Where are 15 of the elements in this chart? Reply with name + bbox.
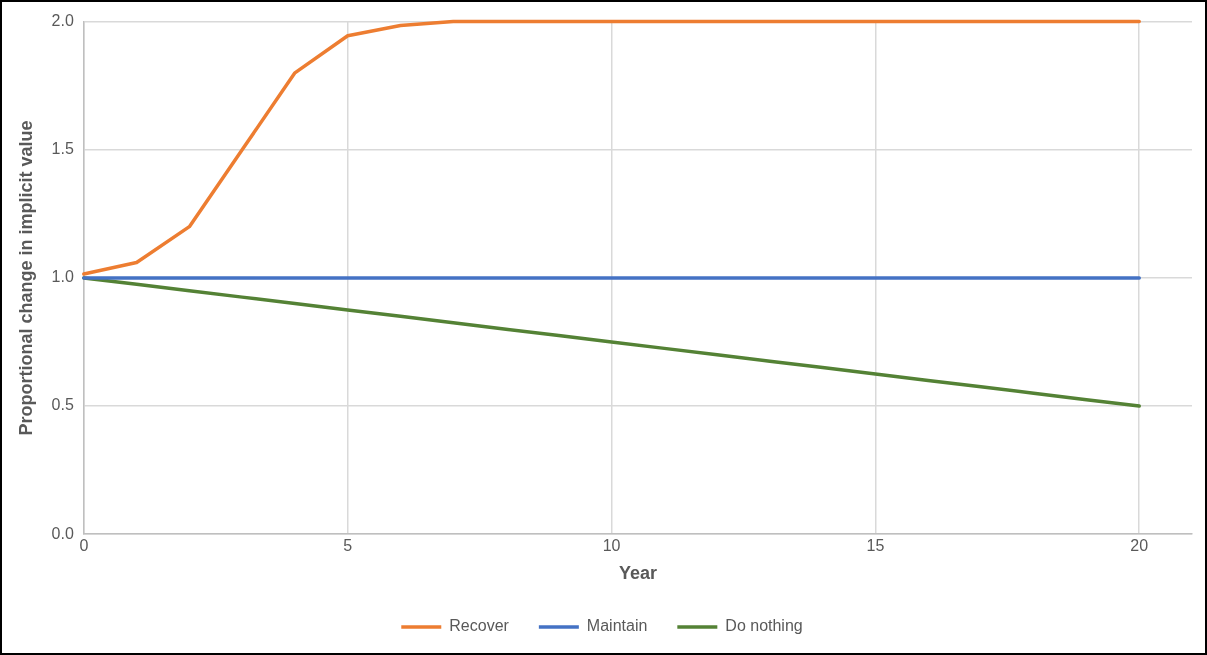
legend-label: Recover (449, 617, 510, 635)
x-tick-label: 5 (343, 537, 353, 555)
y-tick-label: 1.5 (51, 140, 74, 158)
x-tick-label: 10 (602, 537, 621, 555)
y-tick-label: 0.5 (51, 396, 74, 414)
y-tick-label: 1.0 (51, 268, 74, 286)
legend-label: Do nothing (725, 617, 803, 635)
y-tick-label: 2.0 (51, 12, 74, 30)
y-axis-title: Proportional change in implicit value (15, 120, 36, 436)
x-axis-title: Year (618, 563, 657, 584)
x-tick-label: 15 (866, 537, 885, 555)
legend-label: Maintain (586, 617, 648, 635)
y-tick-label: 0.0 (51, 524, 74, 542)
x-tick-label: 0 (79, 537, 89, 555)
x-tick-label: 20 (1130, 537, 1149, 555)
